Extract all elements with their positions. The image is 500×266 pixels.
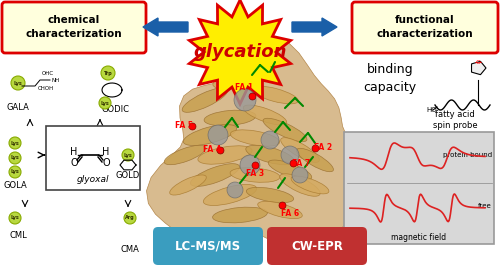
- FancyBboxPatch shape: [352, 2, 498, 53]
- FancyBboxPatch shape: [153, 227, 263, 265]
- Ellipse shape: [246, 145, 294, 165]
- Text: Lys: Lys: [10, 140, 20, 146]
- Text: O: O: [102, 158, 110, 168]
- Circle shape: [9, 212, 21, 224]
- Ellipse shape: [246, 187, 294, 203]
- Polygon shape: [190, 0, 290, 104]
- Text: FA 1: FA 1: [235, 84, 253, 93]
- Ellipse shape: [164, 145, 206, 165]
- Ellipse shape: [204, 185, 256, 206]
- Circle shape: [101, 66, 115, 80]
- Circle shape: [281, 146, 299, 164]
- Ellipse shape: [198, 146, 252, 164]
- Ellipse shape: [212, 207, 268, 223]
- Text: GODIC: GODIC: [101, 106, 129, 114]
- FancyBboxPatch shape: [344, 132, 494, 244]
- Circle shape: [227, 182, 243, 198]
- Circle shape: [208, 125, 228, 145]
- Circle shape: [99, 97, 111, 109]
- Text: free: free: [478, 203, 492, 209]
- Ellipse shape: [252, 86, 298, 104]
- Text: FA 3: FA 3: [246, 168, 264, 177]
- Text: CML: CML: [9, 231, 27, 239]
- Circle shape: [9, 137, 21, 149]
- Ellipse shape: [230, 130, 280, 146]
- Text: magnetic field: magnetic field: [392, 234, 446, 243]
- FancyArrow shape: [143, 18, 188, 36]
- Ellipse shape: [291, 176, 329, 194]
- Ellipse shape: [184, 124, 236, 146]
- FancyBboxPatch shape: [46, 126, 140, 190]
- Text: Lys: Lys: [10, 215, 20, 221]
- Circle shape: [261, 131, 279, 149]
- Circle shape: [240, 155, 260, 175]
- Ellipse shape: [213, 71, 267, 89]
- Text: functional
characterization: functional characterization: [376, 15, 474, 39]
- Circle shape: [11, 76, 25, 90]
- Text: Arg: Arg: [125, 215, 135, 221]
- Text: CW-EPR: CW-EPR: [291, 239, 343, 252]
- Text: O: O: [476, 60, 480, 65]
- Text: Lys: Lys: [10, 169, 20, 174]
- Text: GALA: GALA: [6, 103, 30, 113]
- Text: Lys: Lys: [10, 156, 20, 160]
- Ellipse shape: [296, 148, 334, 172]
- Ellipse shape: [170, 175, 206, 195]
- Ellipse shape: [280, 138, 320, 162]
- FancyBboxPatch shape: [2, 2, 146, 53]
- Text: FA 5: FA 5: [175, 122, 193, 131]
- Text: binding
capacity: binding capacity: [364, 63, 416, 94]
- Text: HO: HO: [426, 107, 436, 113]
- Ellipse shape: [258, 201, 302, 219]
- Text: glyoxal: glyoxal: [77, 176, 109, 185]
- Text: FA 7: FA 7: [292, 159, 310, 168]
- Text: NH: NH: [52, 78, 60, 83]
- Text: glycation: glycation: [193, 43, 287, 61]
- Text: chemical
characterization: chemical characterization: [26, 15, 122, 39]
- Text: FA 6: FA 6: [281, 209, 299, 218]
- FancyBboxPatch shape: [267, 227, 367, 265]
- Text: LC-MS/MS: LC-MS/MS: [175, 239, 241, 252]
- Ellipse shape: [204, 110, 256, 126]
- Text: protein bound: protein bound: [443, 152, 492, 158]
- Ellipse shape: [263, 118, 307, 142]
- Circle shape: [122, 149, 134, 161]
- Polygon shape: [146, 37, 388, 259]
- Polygon shape: [472, 61, 486, 75]
- FancyArrow shape: [292, 18, 337, 36]
- Circle shape: [292, 167, 308, 183]
- Ellipse shape: [244, 105, 286, 125]
- Text: O: O: [70, 158, 78, 168]
- Circle shape: [234, 89, 256, 111]
- Circle shape: [9, 152, 21, 164]
- Circle shape: [124, 212, 136, 224]
- Text: FA 4: FA 4: [203, 146, 221, 155]
- Text: H: H: [70, 147, 78, 157]
- Text: OHC: OHC: [42, 71, 54, 76]
- Ellipse shape: [230, 168, 280, 182]
- Ellipse shape: [190, 164, 240, 186]
- Text: Lys: Lys: [124, 152, 132, 157]
- Text: FA 2: FA 2: [314, 143, 332, 152]
- Ellipse shape: [182, 88, 228, 112]
- Text: GOLA: GOLA: [3, 181, 27, 189]
- Text: H: H: [102, 147, 110, 157]
- Ellipse shape: [268, 160, 312, 180]
- Text: Lys: Lys: [14, 81, 22, 85]
- Text: fatty acid
spin probe: fatty acid spin probe: [432, 110, 478, 130]
- Text: Trp: Trp: [104, 70, 112, 76]
- Circle shape: [9, 166, 21, 178]
- Ellipse shape: [280, 174, 320, 196]
- Text: Lys: Lys: [100, 101, 110, 106]
- Text: CMA: CMA: [120, 246, 140, 255]
- Text: CHOH: CHOH: [38, 86, 54, 91]
- Text: GOLD: GOLD: [116, 171, 140, 180]
